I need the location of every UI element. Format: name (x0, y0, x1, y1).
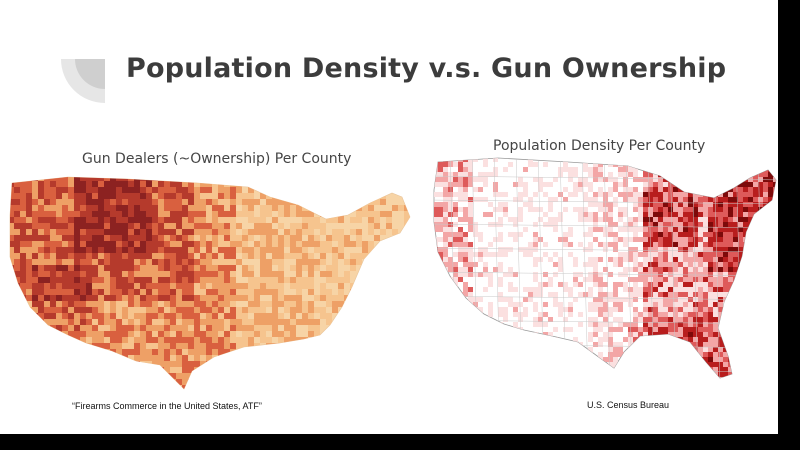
population-density-map-title: Population Density Per County (493, 138, 706, 154)
gun-dealers-map (9, 176, 411, 390)
population-density-source: U.S. Census Bureau (587, 400, 670, 410)
quarter-circle-decoration-icon (61, 59, 105, 103)
population-density-map (433, 157, 777, 379)
gun-dealers-source: “Firearms Commerce in the United States,… (72, 401, 262, 411)
slide: Population Density v.s. Gun Ownership Gu… (0, 0, 778, 434)
gun-dealers-map-title: Gun Dealers (~Ownership) Per County (82, 151, 352, 167)
slide-title: Population Density v.s. Gun Ownership (126, 53, 727, 84)
